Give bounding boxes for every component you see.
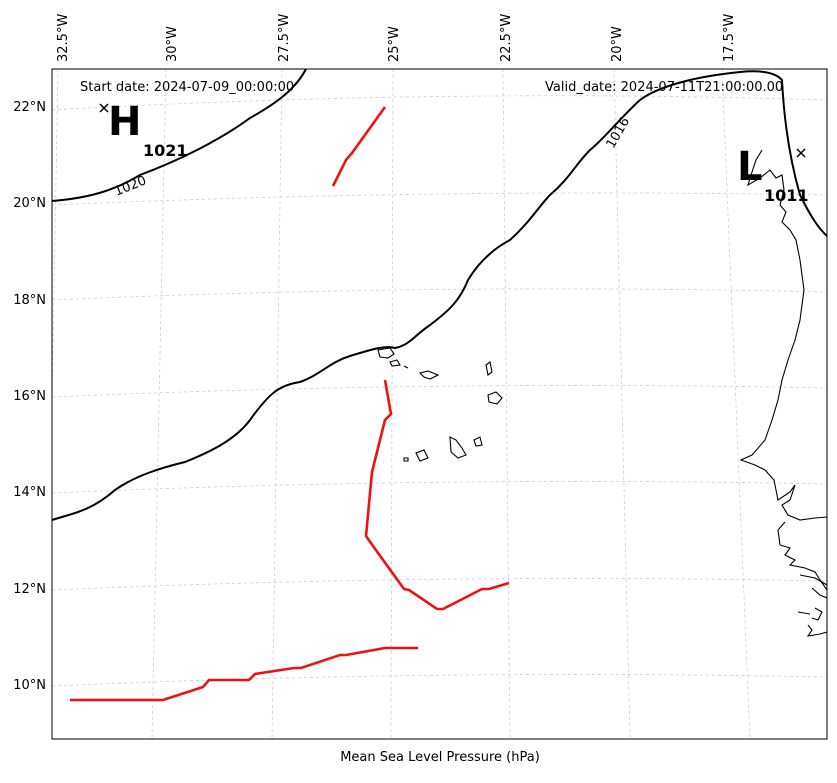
plot-frame <box>51 68 828 740</box>
island-sao-vicente <box>389 359 401 367</box>
start-date-label: Start date: 2024-07-09_00:00:00 <box>80 80 294 95</box>
meridian-line <box>271 68 283 740</box>
meridian-line <box>390 68 394 740</box>
island-santiago <box>449 436 467 459</box>
lat-tick-label: 14°N <box>13 485 46 500</box>
lat-tick-label: 12°N <box>13 582 46 597</box>
parallel-line <box>51 674 828 687</box>
island-sao-nicolau <box>418 370 440 380</box>
meridian-line <box>502 68 511 740</box>
lat-tick-label: 22°N <box>13 100 46 115</box>
island-boa-vista <box>487 391 503 405</box>
front-north <box>331 106 387 187</box>
meridian-line <box>721 68 751 740</box>
high-center-marker-icon <box>99 103 109 113</box>
low-center-marker-icon <box>796 148 806 158</box>
parallel-line <box>51 288 828 301</box>
meridian-line <box>613 68 631 740</box>
low-value: 1011 <box>764 186 809 205</box>
high-value: 1021 <box>143 141 188 160</box>
low-pressure-center: L 1011 <box>737 144 809 205</box>
coastline <box>377 149 828 637</box>
latitude-tick-labels: 22°N 20°N 18°N 16°N 14°N 12°N 10°N <box>13 100 46 693</box>
low-letter: L <box>737 144 763 190</box>
isobars <box>51 68 828 521</box>
valid-date-label: Valid_date: 2024-07-11T21:00:00.00 <box>545 80 783 95</box>
front-central <box>364 379 510 611</box>
high-letter: H <box>108 99 141 145</box>
lon-tick-label: 27.5°W <box>277 14 292 62</box>
lat-tick-label: 18°N <box>13 293 46 308</box>
plot-area <box>52 69 827 739</box>
parallel-line <box>51 385 828 398</box>
parallel-line <box>51 578 828 591</box>
isobar-1016 <box>51 70 828 521</box>
lat-tick-label: 20°N <box>13 196 46 211</box>
island-brava <box>403 457 409 462</box>
meridian-line <box>151 68 167 740</box>
island-santa-luzia <box>403 365 409 369</box>
lon-tick-label: 22.5°W <box>499 14 514 62</box>
lat-tick-label: 16°N <box>13 389 46 404</box>
lat-tick-label: 10°N <box>13 678 46 693</box>
island-maio <box>473 436 483 447</box>
graticule <box>51 68 828 740</box>
meridian-line <box>51 68 59 401</box>
lon-tick-label: 25°W <box>387 26 402 62</box>
lon-tick-label: 20°W <box>610 26 625 62</box>
island-fogo <box>415 449 429 462</box>
front-south <box>70 646 418 702</box>
lon-tick-label: 30°W <box>165 26 180 62</box>
longitude-tick-labels: 32.5°W 30°W 27.5°W 25°W 22.5°W 20°W 17.5… <box>56 14 737 62</box>
island-santo-antao <box>377 347 395 359</box>
lon-tick-label: 32.5°W <box>56 14 71 62</box>
lon-tick-label: 17.5°W <box>722 14 737 62</box>
parallel-line <box>51 481 828 494</box>
island-sal <box>485 361 493 376</box>
map-caption: Mean Sea Level Pressure (hPa) <box>340 750 540 765</box>
isobar-1020 <box>51 68 307 202</box>
parallel-line <box>51 192 828 206</box>
fronts <box>70 106 510 702</box>
africa-coastline <box>739 149 828 637</box>
high-pressure-center: H 1021 <box>99 99 188 160</box>
parallel-line <box>51 95 828 111</box>
